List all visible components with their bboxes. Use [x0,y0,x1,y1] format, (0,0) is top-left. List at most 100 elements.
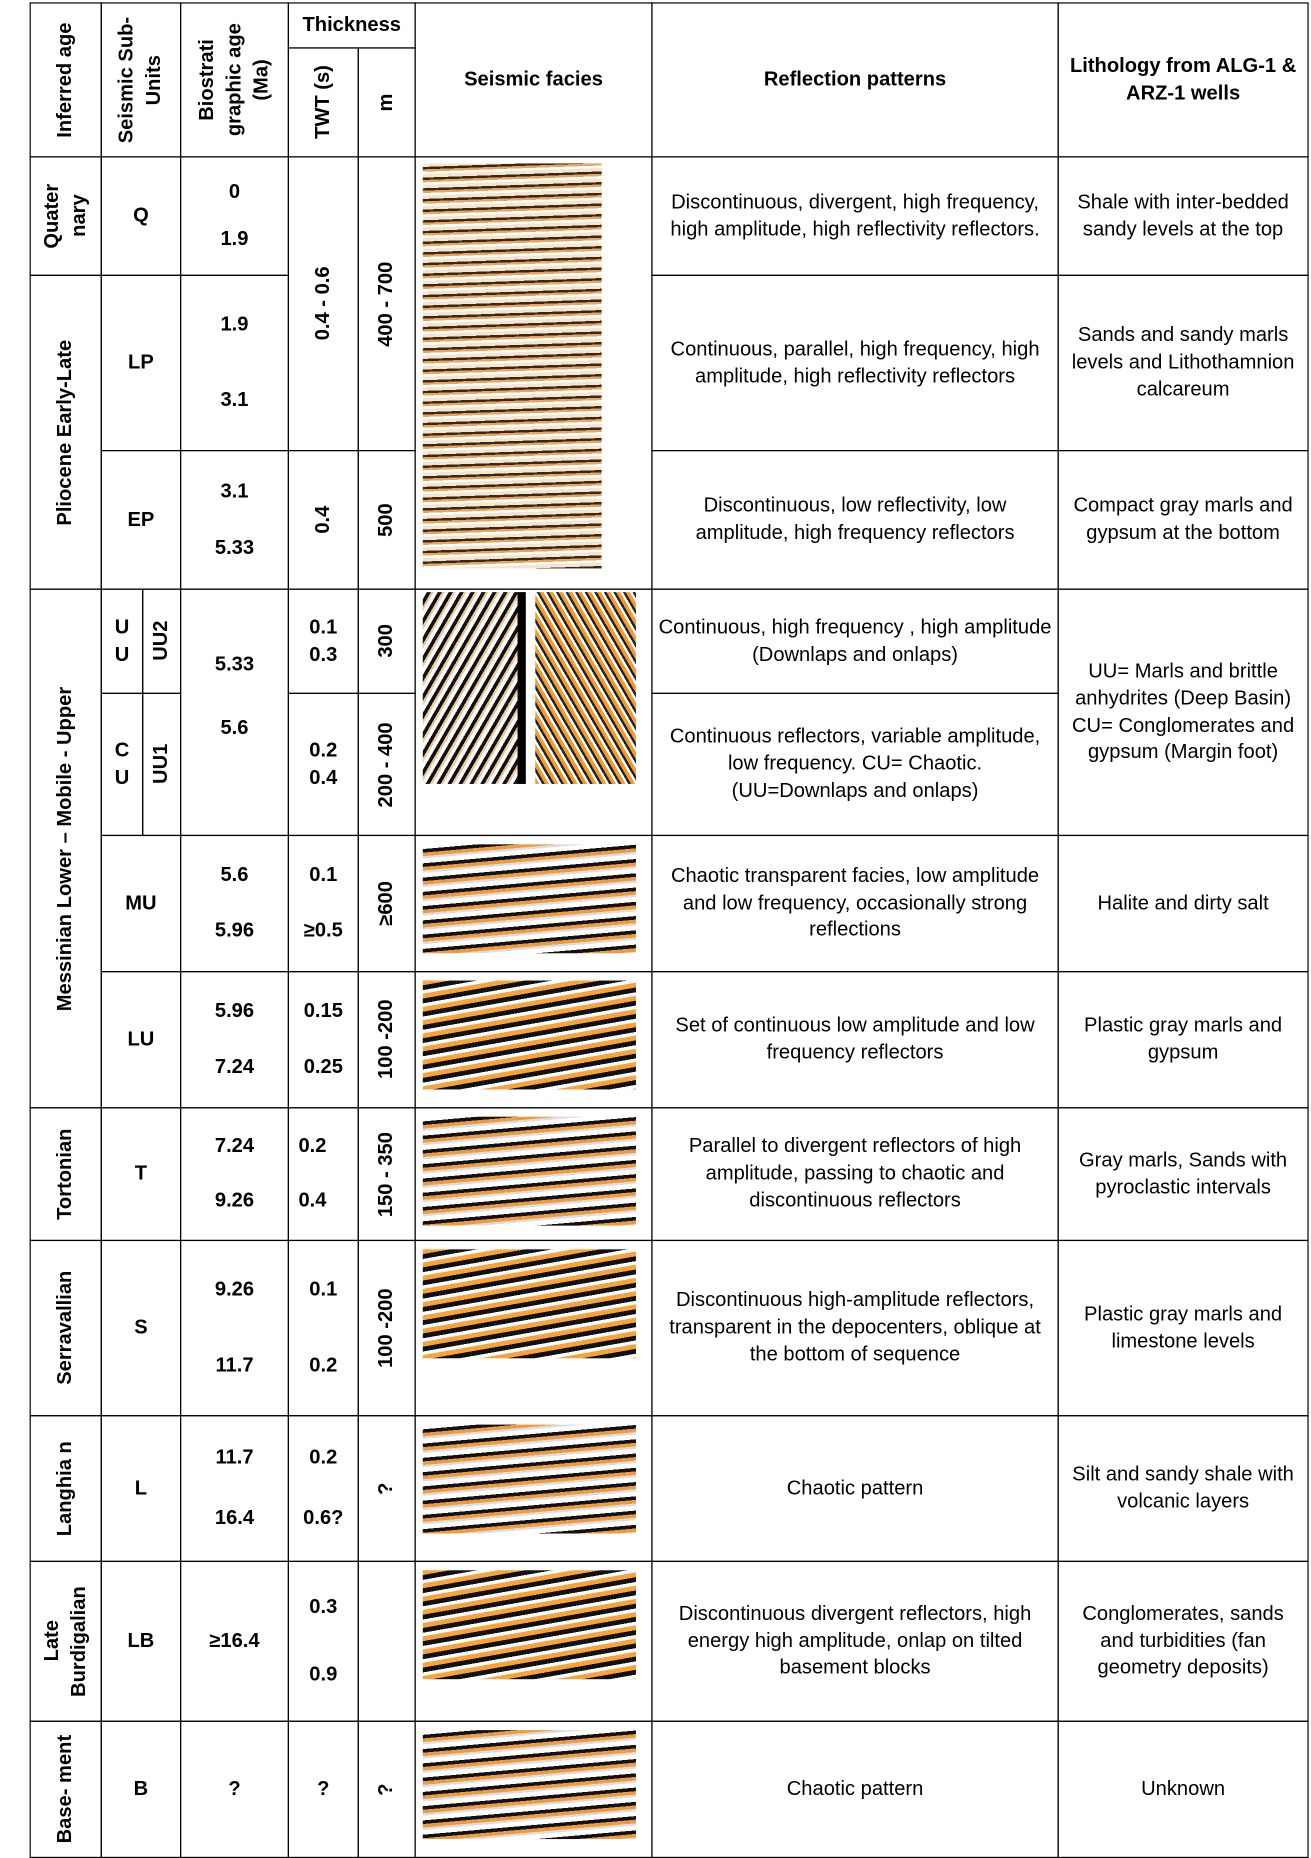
lithology-text-text: Plastic gray marls and limestone levels [1084,1302,1283,1352]
m-value: 200 - 400 [357,692,416,837]
biostrat-value-content: 5.96 7.24 [210,972,259,1107]
twt-value-text: 0.2 [309,1445,338,1469]
age-cell-content: Base- ment [46,1733,85,1846]
seismic-image [422,980,636,1090]
twt-value-text: 0.3 [309,642,338,665]
twt-value-content: 0.2 0.4 [303,735,343,794]
unit-name-content: B [128,1773,154,1805]
twt-value-content: 0.2 0.6? [298,1416,348,1560]
twt-value: 0.2 0.6? [287,1415,359,1562]
age-cell-content: Langhia n [46,1439,85,1539]
age-cell-content: Serravallian [46,1269,85,1388]
biostrat-value-text: 1.9 [220,312,249,336]
biostrat-value-text: 9.26 [214,1278,255,1301]
reflection-text-text: Set of continuous low amplitude and low … [675,1013,1035,1064]
twt-value-content: 0.4 - 0.6 [304,264,343,343]
age-cell-content: Pliocene Early-Late [46,337,85,527]
unit-name-text: L [134,1476,148,1499]
reflection-text-text: Parallel to divergent reflectors of high… [688,1134,1022,1212]
header-cell-content: m [367,91,406,114]
lithology-text-text: UU= Marls and brittle anhydrites (Deep B… [1072,659,1295,764]
m-value: 100 -200 [357,971,416,1109]
header-cell-text: TWT (s) [310,65,334,140]
unit-name-content: S [128,1312,153,1344]
biostrat-value-text: 5.33 [214,535,255,559]
biostrat-value: 5.6 5.96 [180,834,289,973]
twt-value: 0.1 0.2 [287,1239,359,1417]
unit-name-text: EP [127,507,155,530]
age-cell: Base- ment [29,1720,102,1858]
m-value-content: 100 -200 [367,1286,406,1370]
unit-name-content: EP [122,504,161,536]
unit-name-text: T [134,1161,148,1185]
biostrat-value: 5.96 7.24 [180,971,289,1109]
twt-value-text: 0.1 [309,1278,338,1301]
lithology-text-content: Plastic gray marls and limestone levels [1059,1299,1308,1358]
reflection-text-text: Discontinuous high-amplitude reflectors,… [669,1288,1041,1366]
header-cell: Lithology from ALG-1 & ARZ-1 wells [1057,2,1309,158]
reflection-text-text: Discontinuous, low reflectivity, low amp… [695,493,1015,544]
reflection-text: Set of continuous low amplitude and low … [651,971,1059,1109]
header-cell: Biostrati graphic age (Ma) [180,2,289,158]
biostrat-value-text: 7.24 [214,1055,255,1078]
lithology-text-content: Halite and dirty salt [1092,888,1275,920]
twt-value-text: 0.4 - 0.6 [310,266,334,341]
unit-name-content: UU2 [142,619,181,664]
unit-group-text: U U [114,615,130,665]
age-cell: Pliocene Early-Late [29,274,102,590]
lithology-text-text: Conglomerates, sands and turbidities (fa… [1082,1601,1284,1679]
biostrat-value-content: 0 1.9 [216,157,253,274]
m-value: 300 [357,588,416,694]
unit-name-content: LU [122,1024,161,1056]
twt-value: 0.2 0.4 [287,692,359,837]
lithology-text-content: Shale with inter-bedded sandy levels at … [1059,187,1308,246]
seismic-image [422,1570,636,1680]
lithology-text-text: Gray marls, Sands with pyroclastic inter… [1079,1148,1288,1198]
m-value-content: 500 [367,501,406,539]
lithology-text-text: Sands and sandy marls levels and Lithoth… [1071,323,1295,401]
biostrat-value: 0 1.9 [180,156,289,276]
m-value: ≥600 [357,834,416,973]
age-cell: Tortonian [29,1107,102,1242]
unit-name: T [100,1107,182,1242]
m-value-text: 500 [374,503,397,537]
lithology-text-content: Silt and sandy shale with volcanic layer… [1059,1459,1308,1518]
biostrat-value-content: ≥16.4 [203,1625,265,1657]
biostrat-value-content: ? [222,1773,246,1805]
twt-value-text: 0.3 [309,1595,338,1618]
age-cell-content: Quater nary [33,157,99,274]
age-cell-text: Serravallian [53,1270,76,1386]
age-cell-text: Tortonian [53,1128,76,1220]
m-value-text: 300 [374,624,397,659]
m-value-text: ? [374,1482,397,1495]
reflection-text-content: Continuous, high frequency , high amplit… [653,612,1058,671]
biostrat-value-text: 11.7 [215,1445,254,1469]
unit-name-content: LP [122,347,160,379]
m-value: 400 - 700 [357,156,416,452]
unit-group: U U [100,588,144,694]
biostrat-value-text: 5.6 [220,716,249,739]
lithology-text: Shale with inter-bedded sandy levels at … [1057,156,1309,276]
twt-value: 0.1 ≥0.5 [287,834,359,973]
biostrat-value-text: 5.96 [214,918,255,942]
lithology-text-content: Compact gray marls and gypsum at the bot… [1059,490,1308,549]
reflection-text-text: Discontinuous divergent reflectors, high… [678,1601,1032,1679]
unit-name-text: MU [125,891,157,914]
m-value-content: ≥600 [367,879,406,928]
biostrat-value: 3.1 5.33 [180,449,289,590]
twt-value-content: 0.3 0.9 [305,1562,342,1721]
reflection-text-content: Discontinuous, low reflectivity, low amp… [653,490,1058,549]
twt-value-text: 0.9 [309,1662,338,1686]
lithology-text-text: Halite and dirty salt [1097,891,1269,914]
twt-value-content: 0.4 [304,503,343,536]
header-cell-text: Reflection patterns [763,67,947,91]
reflection-text: Discontinuous, divergent, high frequency… [651,156,1059,276]
lithology-text-text: Unknown [1141,1776,1226,1800]
reflection-text: Chaotic pattern [651,1415,1059,1562]
lithology-text: Unknown [1057,1720,1309,1858]
header-cell: Seismic Sub-Units [100,2,182,158]
twt-value: 0.1 0.3 [287,588,359,694]
reflection-text-text: Continuous, high frequency , high amplit… [658,615,1052,665]
